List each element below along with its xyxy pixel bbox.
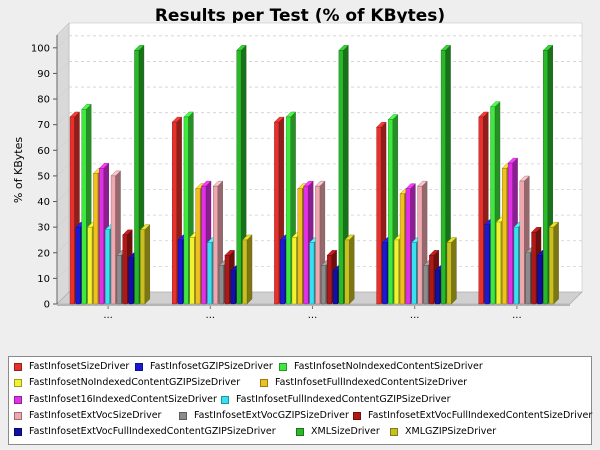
gridline-side xyxy=(56,112,70,125)
bar xyxy=(139,224,151,305)
legend-swatch xyxy=(14,395,22,404)
legend-item: FastInfosetExtVocFullIndexedContentSizeD… xyxy=(353,410,592,422)
y-tick-label: 80 xyxy=(37,95,50,106)
y-tick-label: 90 xyxy=(37,69,50,80)
plot-floor-edge xyxy=(57,304,570,306)
gridline-side xyxy=(56,240,70,253)
legend-swatch xyxy=(296,428,304,437)
legend-label: FastInfosetExtVocGZIPSizeDriver xyxy=(194,409,349,421)
x-tick-label: ... xyxy=(410,310,420,321)
legend-swatch xyxy=(221,395,229,404)
legend-item: FastInfosetGZIPSizeDriver xyxy=(135,361,273,373)
legend-label: FastInfosetExtVocSizeDriver xyxy=(29,409,162,421)
legend-item: FastInfosetExtVocSizeDriver xyxy=(14,410,161,422)
y-tick-label: 60 xyxy=(37,146,50,157)
gridline-side xyxy=(56,86,70,100)
gridline-side xyxy=(56,35,70,49)
plot-side-wall xyxy=(56,22,70,305)
legend-label: FastInfosetSizeDriver xyxy=(29,361,130,372)
legend-item: XMLGZIPSizeDriver xyxy=(390,426,496,438)
legend-swatch xyxy=(279,363,287,371)
legend-swatch xyxy=(260,379,268,388)
legend-label: FastInfoset16IndexedContentSizeDriver xyxy=(29,393,217,405)
gridline-side xyxy=(56,189,70,202)
bar xyxy=(344,234,355,305)
gridline-side xyxy=(56,138,70,151)
gridline-side xyxy=(56,266,70,279)
chart-title: Results per Test (% of KBytes) xyxy=(154,6,446,26)
legend-item: FastInfosetExtVocGZIPSizeDriver xyxy=(179,410,349,422)
legend-swatch xyxy=(14,428,22,437)
legend-label: FastInfosetFullIndexedContentSizeDriver xyxy=(275,377,468,389)
y-tick-label: 100 xyxy=(31,43,50,54)
bar xyxy=(548,221,560,305)
legend-swatch xyxy=(14,379,22,388)
y-tick-label: 10 xyxy=(37,274,50,285)
legend-swatch xyxy=(353,411,361,420)
legend-label: XMLSizeDriver xyxy=(311,426,380,438)
y-tick-label: 50 xyxy=(37,171,50,182)
y-tick-label: 20 xyxy=(37,248,50,259)
gridline-side xyxy=(56,214,70,228)
legend-item: FastInfoset16IndexedContentSizeDriver xyxy=(14,394,217,406)
gridline-side xyxy=(56,61,70,74)
legend-item: FastInfosetNoIndexedContentGZIPSizeDrive… xyxy=(14,377,240,389)
gridline-side xyxy=(56,163,70,177)
y-tick-label: 40 xyxy=(37,197,50,208)
legend-label: XMLGZIPSizeDriver xyxy=(405,426,497,438)
legend-label: FastInfosetGZIPSizeDriver xyxy=(150,361,273,372)
legend-label: FastInfosetExtVocFullIndexedContentGZIPS… xyxy=(29,426,276,438)
x-tick-label: ... xyxy=(308,310,318,321)
legend-label: FastInfosetNoIndexedContentGZIPSizeDrive… xyxy=(29,377,241,389)
chart-plot: 0 10 20 30 40 50 60 70 80 90 100............... % … xyxy=(12,22,583,321)
x-tick-label: ... xyxy=(103,310,113,321)
legend-label: FastInfosetNoIndexedContentSizeDriver xyxy=(294,361,483,372)
legend-item: FastInfosetExtVocFullIndexedContentGZIPS… xyxy=(14,426,276,438)
legend-swatch xyxy=(14,411,22,420)
legend-item: FastInfosetNoIndexedContentSizeDriver xyxy=(279,361,483,373)
x-tick-label: ... xyxy=(206,310,216,321)
legend-swatch xyxy=(135,363,143,371)
x-tick-label: ... xyxy=(512,310,522,321)
legend-item: FastInfosetFullIndexedContentGZIPSizeDri… xyxy=(221,394,450,406)
y-tick-label: 0 xyxy=(44,300,50,311)
legend-item: FastInfosetFullIndexedContentSizeDriver xyxy=(260,377,467,389)
y-tick-label: 70 xyxy=(37,120,50,131)
y-axis-label: % of KBytes xyxy=(12,137,25,203)
legend-swatch xyxy=(14,363,22,371)
bar xyxy=(446,237,457,305)
legend-swatch xyxy=(390,428,398,437)
bar xyxy=(242,234,253,305)
y-tick-label: 30 xyxy=(37,223,50,234)
legend-label: FastInfosetFullIndexedContentGZIPSizeDri… xyxy=(236,393,451,405)
legend-item: FastInfosetSizeDriver xyxy=(14,361,129,373)
legend-label: FastInfosetExtVocFullIndexedContentSizeD… xyxy=(368,409,593,421)
legend-item: XMLSizeDriver xyxy=(296,426,380,438)
legend-swatch xyxy=(179,411,187,420)
legend: FastInfosetSizeDriver FastInfosetGZIPSize… xyxy=(8,356,592,445)
